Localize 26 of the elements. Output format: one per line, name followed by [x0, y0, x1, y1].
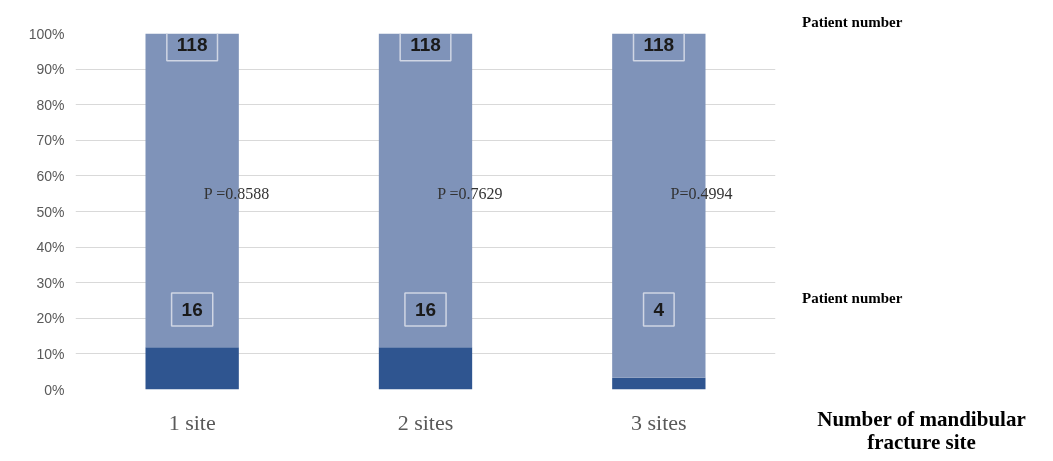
annotation: 16: [181, 298, 203, 320]
x-axis-title: Number of mandibular fracture site: [816, 407, 1027, 454]
y-tick-label: 60%: [36, 167, 65, 184]
x-tick-label: 1 site: [168, 409, 216, 435]
y-tick-label: 10%: [36, 345, 65, 362]
annotation: 118: [176, 33, 208, 55]
annotation: 16: [414, 298, 437, 320]
y-tick-label: 90%: [36, 61, 65, 78]
bar: [145, 347, 239, 390]
y-tick-label: 20%: [36, 310, 65, 327]
annotation: 118: [643, 33, 675, 55]
y-tick-label: 80%: [36, 96, 65, 113]
y-tick-label: 0%: [44, 381, 65, 398]
text: Patient number: [802, 13, 903, 32]
y-tick-label: 40%: [36, 239, 65, 256]
x-tick-label: 2 sites: [397, 409, 454, 435]
bar: [378, 347, 473, 390]
y-tick-label: 100%: [28, 25, 65, 42]
bar: [612, 377, 706, 390]
y-tick-label: 70%: [36, 132, 65, 149]
y-tick-label: 50%: [36, 203, 65, 220]
text: Patient number: [802, 289, 903, 308]
y-tick-label: 30%: [36, 274, 65, 291]
x-tick-label: 3 sites: [631, 409, 687, 435]
annotation: 4: [653, 298, 665, 320]
annotation: 118: [410, 33, 441, 55]
